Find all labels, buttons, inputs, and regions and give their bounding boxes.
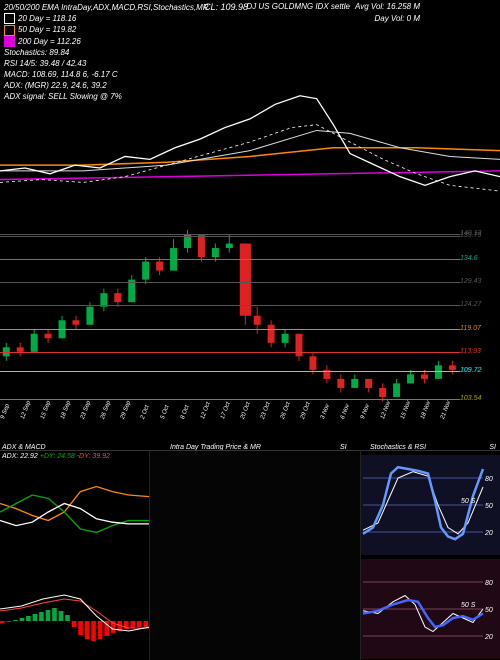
- ndy-val: -DY: 39.92: [77, 453, 110, 460]
- ema200-label: 200 Day = 112.26: [18, 37, 81, 46]
- svg-text:50 S: 50 S: [461, 602, 476, 609]
- title-left: 20/50/200 EMA IntraDay,ADX,MACD,RSI,Stoc…: [4, 3, 209, 12]
- cl-label: CL:: [204, 2, 218, 12]
- dayvol-value: 0 M: [407, 14, 420, 23]
- chart-container: 20/50/200 EMA IntraDay,ADX,MACD,RSI,Stoc…: [0, 0, 500, 660]
- svg-text:50: 50: [485, 503, 493, 510]
- svg-text:20: 20: [484, 634, 493, 641]
- stoch-readout: Stochastics: 89.84: [4, 47, 209, 58]
- title-right: DJ US GOLDMNG IDX settle: [246, 2, 350, 11]
- cl-value: 109.98: [221, 2, 249, 12]
- ema20-label: 20 Day = 118.16: [18, 14, 76, 23]
- price-axis: 140.13139.75134.6129.43124.27119.07113.9…: [460, 230, 500, 415]
- ema20-swatch: [4, 13, 15, 24]
- date-axis: 9 Sep12 Sep15 Sep18 Sep23 Sep26 Sep29 Se…: [0, 418, 460, 443]
- pdy-val: +DY: 24.58: [40, 453, 75, 460]
- candle-chart[interactable]: [0, 230, 460, 415]
- ema50-label: 50 Day = 119.82: [18, 25, 76, 34]
- macd-readout: MACD: 108.69, 114.8 6, -6.17 C: [4, 69, 209, 80]
- intraday-panel[interactable]: [149, 450, 360, 660]
- avgvol-label: Avg Vol:: [355, 2, 384, 11]
- avgvol-value: 16.258 M: [387, 2, 420, 11]
- stoch-rsi-panel[interactable]: 20 50 80 50 S 20 50 80 50 S: [361, 450, 500, 660]
- svg-text:20: 20: [484, 530, 493, 537]
- svg-text:80: 80: [485, 580, 493, 587]
- svg-text:50 S: 50 S: [461, 498, 476, 505]
- ema200-swatch: [4, 36, 15, 47]
- ema50-swatch: [4, 25, 15, 36]
- adx-val: ADX: 22.92: [2, 453, 38, 460]
- svg-text:50: 50: [485, 607, 493, 614]
- header-info: 20/50/200 EMA IntraDay,ADX,MACD,RSI,Stoc…: [4, 2, 209, 102]
- rsi-readout: RSI 14/5: 39.48 / 42.43: [4, 58, 209, 69]
- svg-text:80: 80: [485, 476, 493, 483]
- ma-chart[interactable]: [0, 90, 500, 220]
- bottom-row: ADX: 22.92 +DY: 24.58 -DY: 39.92 20 50 80 5…: [0, 450, 500, 660]
- adx-macd-panel[interactable]: ADX: 22.92 +DY: 24.58 -DY: 39.92: [0, 450, 149, 660]
- dayvol-label: Day Vol:: [374, 14, 404, 23]
